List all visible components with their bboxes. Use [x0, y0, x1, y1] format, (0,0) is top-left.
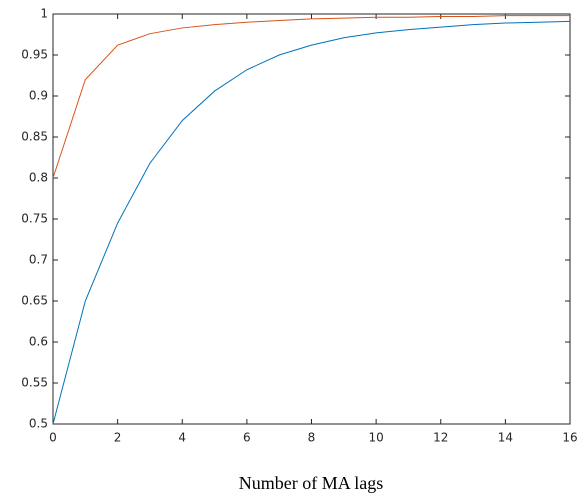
x-tick-label: 4 — [178, 431, 186, 445]
y-tick-label: 0.75 — [21, 212, 48, 226]
y-tick-label: 1 — [40, 7, 48, 21]
x-tick-label: 2 — [114, 431, 122, 445]
y-tick-label: 0.95 — [21, 48, 48, 62]
line — [52, 20, 571, 425]
y-tick-label: 0.5 — [29, 417, 48, 431]
x-tick-label: 16 — [562, 431, 577, 445]
y-tick-label: 0.6 — [29, 335, 48, 349]
y-tick-label: 0.9 — [29, 89, 48, 103]
x-tick-label: 8 — [308, 431, 316, 445]
x-tick-label: 12 — [433, 431, 448, 445]
x-tick-label: 14 — [498, 431, 513, 445]
x-tick-label: 10 — [368, 431, 383, 445]
x-axis-label: Number of MA lags — [239, 473, 383, 493]
line — [52, 15, 570, 179]
y-tick-label: 0.8 — [29, 171, 48, 185]
x-tick-label: 0 — [49, 431, 57, 445]
y-tick-label: 0.7 — [29, 253, 48, 267]
y-tick-label: 0.65 — [21, 294, 48, 308]
y-tick-label: 0.85 — [21, 130, 48, 144]
x-tick-label: 6 — [243, 431, 251, 445]
y-tick-label: 0.55 — [21, 376, 48, 390]
plot-area — [52, 13, 571, 425]
